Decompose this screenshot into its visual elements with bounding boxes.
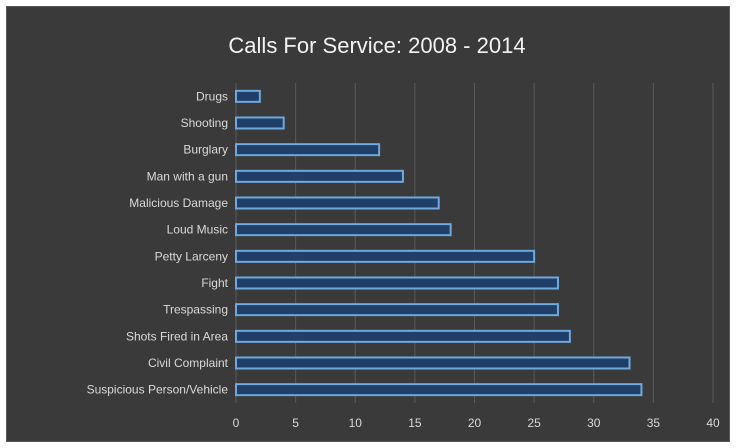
x-tick-label: 20 — [468, 416, 482, 430]
bars — [235, 89, 643, 397]
bar — [235, 383, 643, 397]
x-tick-label: 40 — [706, 416, 720, 430]
category-label: Civil Complaint — [148, 356, 229, 370]
bar — [235, 143, 381, 157]
x-tick-label: 30 — [587, 416, 601, 430]
category-label: Drugs — [196, 89, 228, 103]
bar — [235, 223, 452, 237]
category-label: Fight — [201, 276, 228, 290]
gridlines — [235, 83, 714, 403]
bar — [235, 89, 261, 103]
x-tick-label: 0 — [233, 416, 240, 430]
bar — [235, 249, 536, 263]
chart-area: Calls For Service: 2008 - 2014 Drugs Shoo… — [6, 6, 730, 442]
bar — [235, 329, 571, 343]
category-label: Trespassing — [163, 303, 228, 317]
x-tick-label: 35 — [647, 416, 661, 430]
category-label: Loud Music — [167, 223, 228, 237]
category-label: Shots Fired in Area — [126, 329, 228, 343]
bar — [235, 356, 631, 370]
category-label: Malicious Damage — [129, 196, 228, 210]
x-tick-label: 25 — [527, 416, 541, 430]
bar — [235, 303, 559, 317]
x-tick-label: 15 — [408, 416, 422, 430]
chart-title: Calls For Service: 2008 - 2014 — [228, 33, 525, 58]
category-label: Suspicious Person/Vehicle — [87, 383, 229, 397]
category-labels: Drugs Shooting Burglary Man with a gun Malic… — [87, 89, 229, 396]
x-axis-ticks: 0 5 10 15 20 25 30 35 40 — [233, 416, 720, 430]
category-label: Burglary — [183, 143, 228, 157]
bar — [235, 276, 559, 290]
x-tick-label: 10 — [349, 416, 363, 430]
bar — [235, 116, 285, 130]
bar-chart: Calls For Service: 2008 - 2014 Drugs Shoo… — [87, 33, 720, 430]
category-label: Shooting — [181, 116, 228, 130]
category-label: Petty Larceny — [155, 249, 228, 263]
bar — [235, 169, 404, 183]
x-tick-label: 5 — [292, 416, 299, 430]
bar — [235, 196, 440, 210]
category-label: Man with a gun — [147, 169, 228, 183]
